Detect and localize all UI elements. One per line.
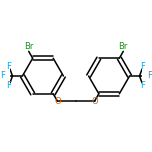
Text: Br: Br (119, 42, 128, 51)
Text: F: F (7, 62, 11, 71)
Text: Br: Br (24, 42, 33, 51)
Text: F: F (141, 81, 145, 90)
Text: O: O (54, 97, 61, 106)
Text: F: F (0, 71, 5, 81)
Text: F: F (7, 81, 11, 90)
Text: F: F (141, 62, 145, 71)
Text: O: O (91, 97, 98, 106)
Text: F: F (147, 71, 152, 81)
